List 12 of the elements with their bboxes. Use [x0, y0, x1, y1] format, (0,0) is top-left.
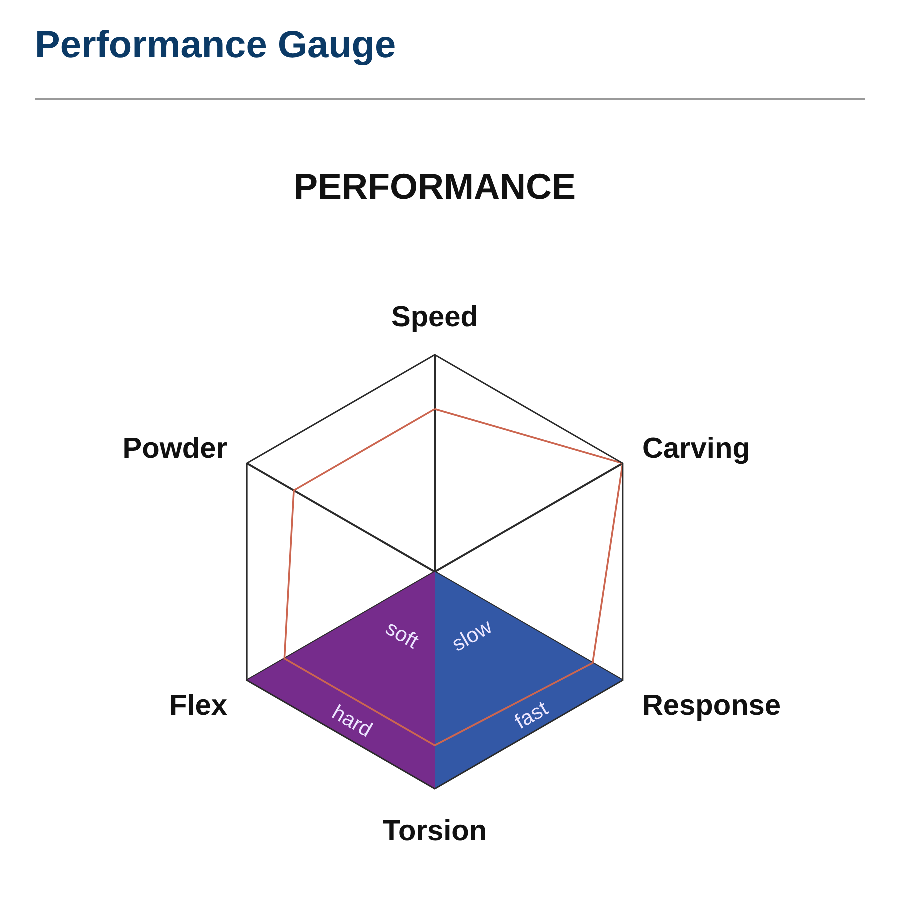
- spoke-label: Speed: [391, 302, 479, 334]
- spoke-label: Carving: [642, 433, 750, 466]
- spoke-label: Response: [642, 690, 782, 722]
- text: fast: [511, 697, 552, 734]
- spoke-label: Powder: [122, 433, 228, 466]
- text: hard: [328, 701, 376, 742]
- spoke-label: Flex: [170, 690, 228, 722]
- text: soft: [382, 616, 423, 654]
- spoke-label: Torsion: [382, 816, 488, 848]
- chart-title: Performance Gauge: [35, 24, 396, 66]
- chart-subtitle: PERFORMANCE: [294, 166, 576, 207]
- text: slow: [448, 615, 497, 656]
